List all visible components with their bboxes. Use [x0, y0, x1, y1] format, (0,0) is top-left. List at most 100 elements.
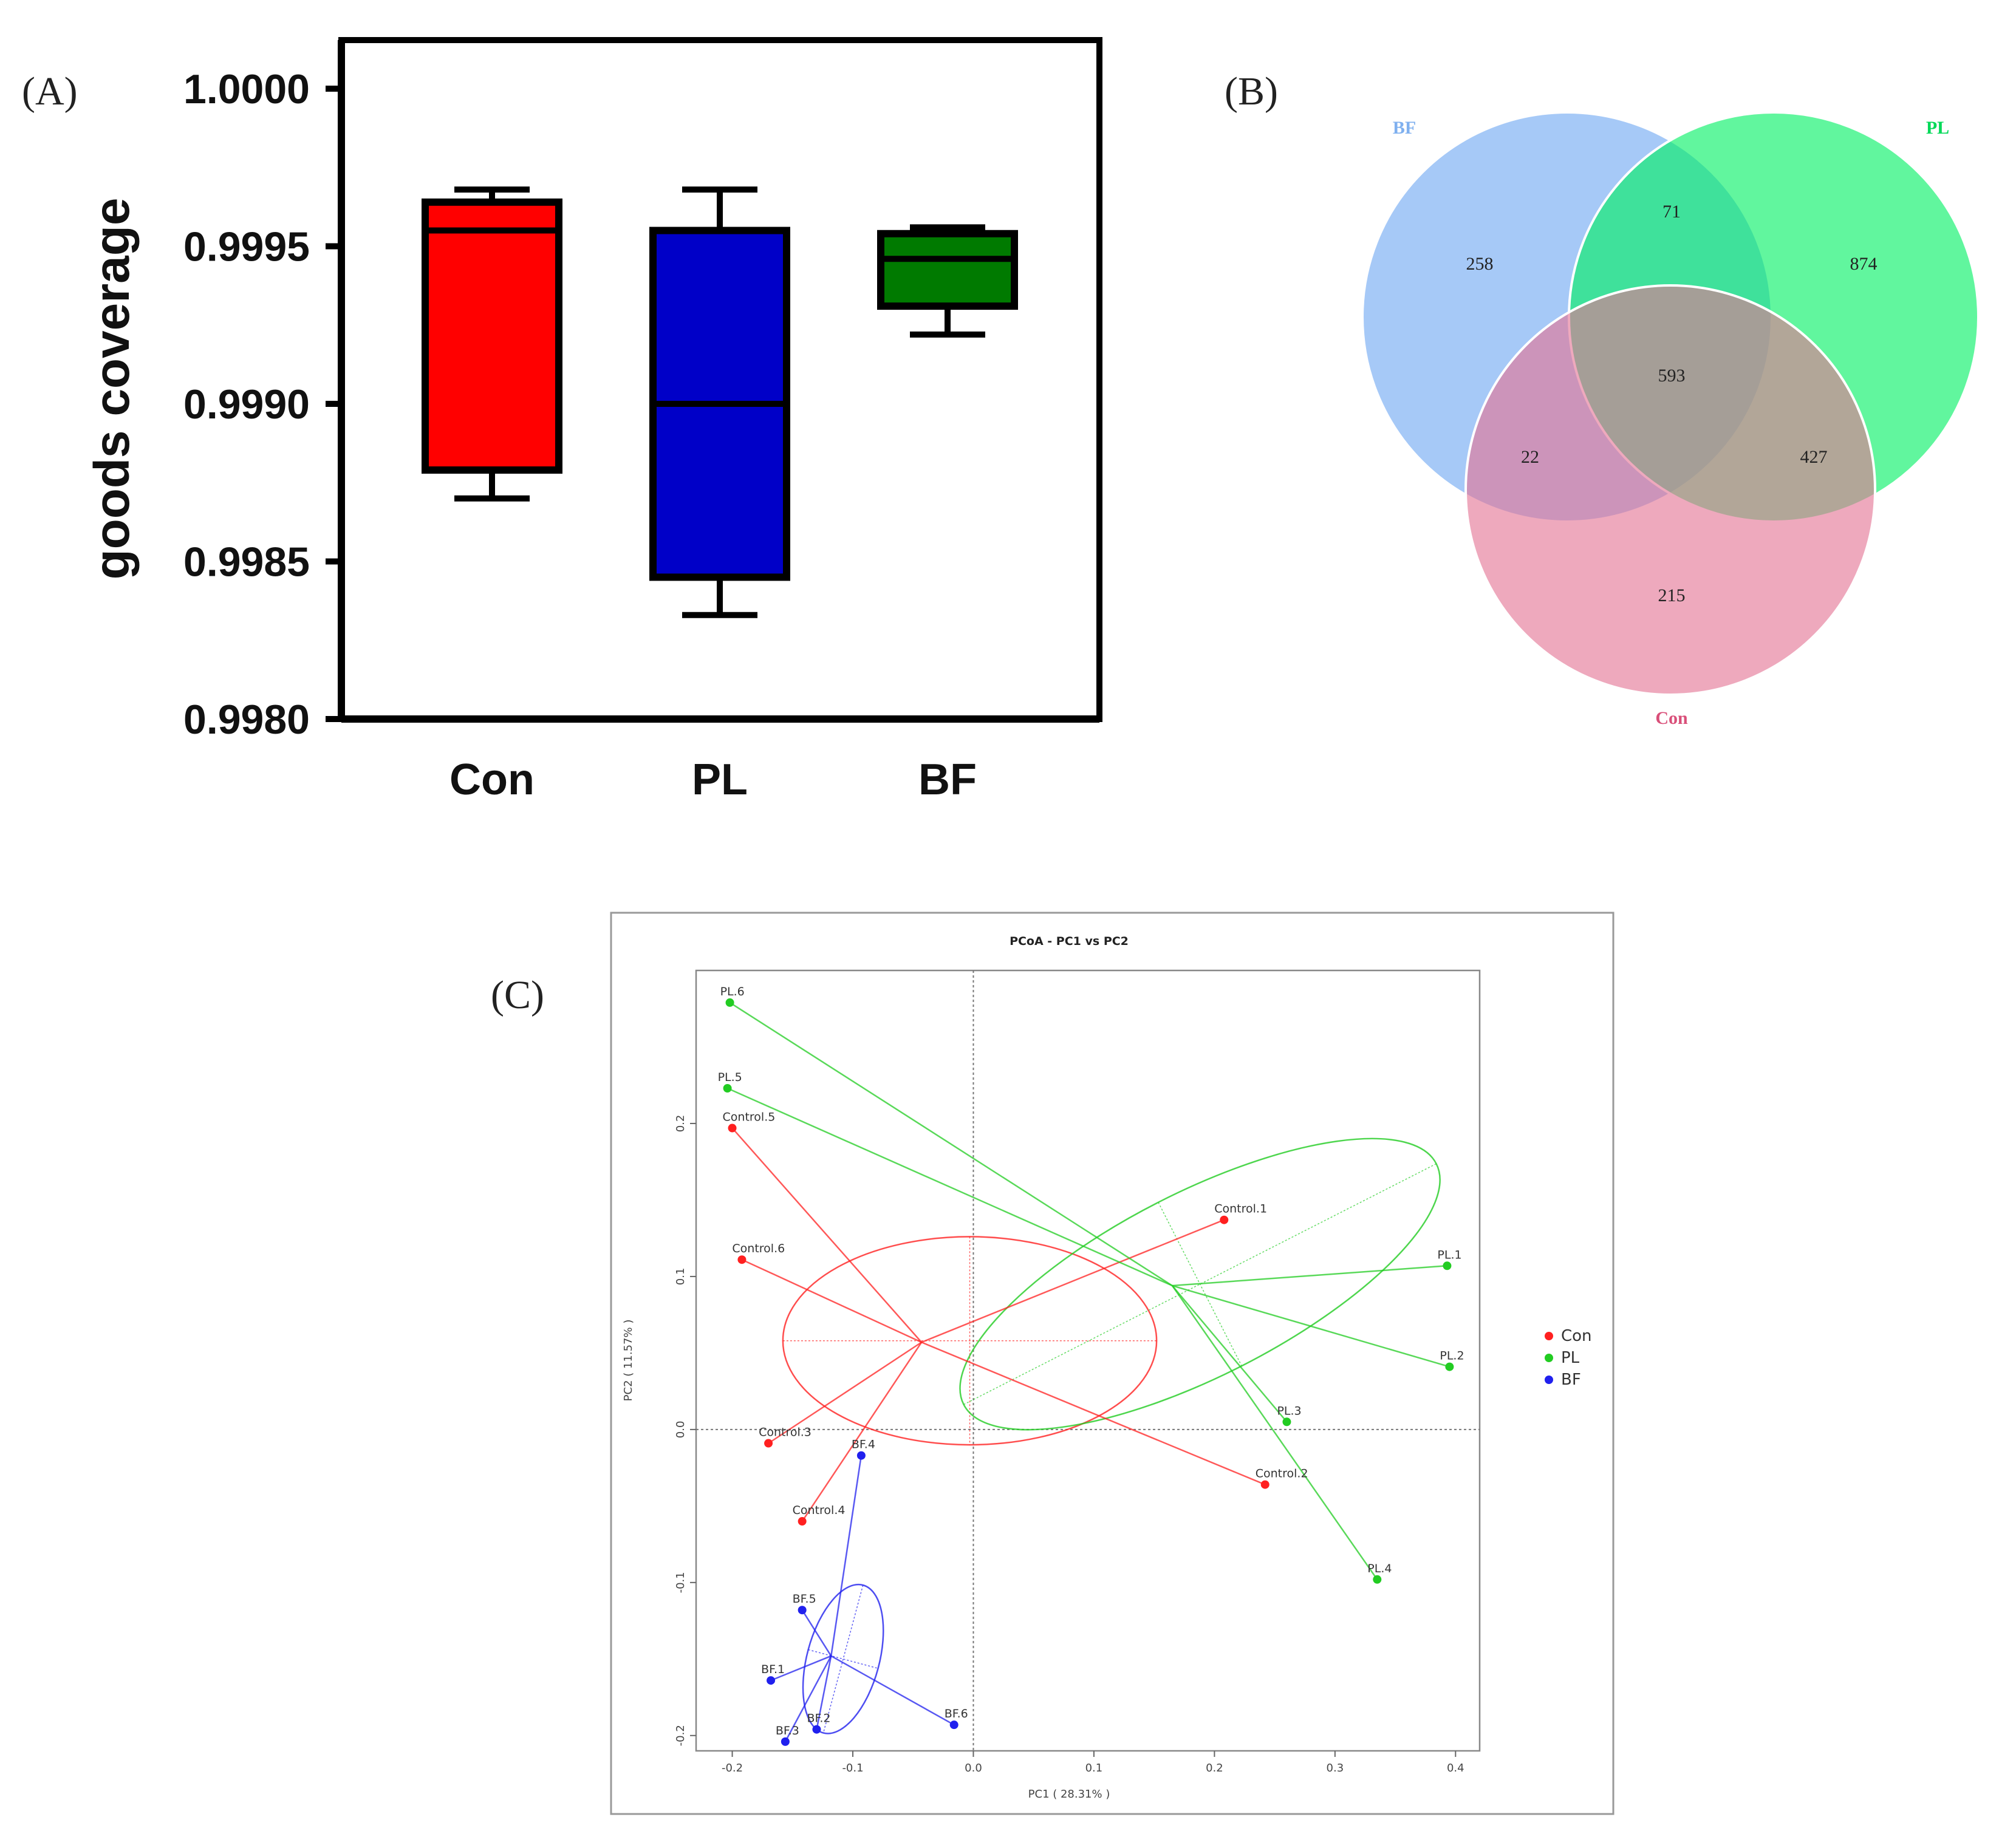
pcoa-point-label: BF.6	[945, 1707, 968, 1720]
pcoa-point	[1220, 1215, 1229, 1224]
pcoa-point	[949, 1720, 958, 1730]
boxplot-category-label: BF	[918, 755, 977, 804]
venn-count-con-only: 215	[1658, 585, 1686, 605]
boxplot-category-label: Con	[449, 755, 535, 804]
pcoa-point	[1445, 1362, 1454, 1371]
pcoa-x-tick-label: 0.2	[1206, 1762, 1223, 1775]
box-bf	[877, 224, 1018, 338]
pcoa-spoke-con	[731, 1127, 923, 1343]
panel-label-c: (C)	[491, 973, 544, 1017]
pcoa-point-label: BF.1	[761, 1663, 785, 1676]
pcoa-point-label: PL.6	[720, 985, 745, 998]
pcoa-point	[781, 1737, 790, 1746]
boxplot-chart: 0.9980 0.9985 0.9990 0.9995 1.0000 Con PL BF g…	[84, 37, 1102, 804]
venn-label-con: Con	[1655, 708, 1688, 728]
boxplot-y-tick-label: 0.9995	[183, 224, 310, 270]
venn-label-bf: BF	[1393, 118, 1416, 138]
pcoa-spoke-bf	[830, 1655, 955, 1726]
pcoa-point-label: Control.6	[732, 1242, 785, 1255]
pcoa-point-label: Control.1	[1214, 1202, 1267, 1216]
pcoa-y-tick-label: -0.1	[674, 1572, 687, 1593]
venn-count-pl-con: 427	[1800, 447, 1828, 467]
pcoa-point	[1443, 1261, 1452, 1270]
box-iqr	[877, 230, 1018, 310]
pcoa-point	[1260, 1480, 1269, 1489]
pcoa-ellipse-axis-bf	[808, 1649, 878, 1669]
pcoa-ellipse-axis-pl	[963, 1163, 1437, 1405]
pcoa-legend-label: Con	[1561, 1327, 1592, 1345]
venn-label-pl: PL	[1926, 118, 1949, 138]
pcoa-point	[764, 1439, 773, 1448]
venn-circle-con	[1464, 284, 1876, 696]
pcoa-x-label: PC1 ( 28.31% )	[1028, 1788, 1110, 1801]
pcoa-point	[798, 1606, 807, 1615]
pcoa-point-label: PL.2	[1440, 1349, 1464, 1363]
pcoa-point	[767, 1676, 776, 1685]
pcoa-spoke-con	[801, 1342, 923, 1522]
pcoa-x-tick-label: 0.0	[965, 1762, 982, 1775]
pcoa-point-label: BF.4	[852, 1438, 875, 1451]
venn-count-bf-con: 22	[1521, 447, 1539, 467]
pcoa-spoke-pl	[1171, 1285, 1288, 1423]
pcoa-x-tick-label: 0.3	[1327, 1762, 1344, 1775]
box-con	[422, 186, 562, 502]
pcoa-outer-frame	[610, 912, 1615, 1815]
pcoa-point	[798, 1517, 807, 1526]
boxplot-y-label: goods coverage	[84, 198, 140, 580]
pcoa-point	[856, 1451, 866, 1460]
pcoa-point-label: PL.4	[1367, 1562, 1392, 1575]
pcoa-legend-marker	[1545, 1376, 1553, 1384]
pcoa-spoke-pl	[1172, 1265, 1447, 1287]
pcoa-point	[728, 1123, 737, 1133]
pcoa-spoke-bf	[770, 1655, 832, 1682]
pcoa-legend-marker	[1545, 1354, 1553, 1362]
pcoa-legend-label: BF	[1561, 1371, 1581, 1389]
pcoa-point	[1373, 1575, 1382, 1584]
pcoa-legend-label: PL	[1561, 1349, 1580, 1367]
boxplot-y-tick-label: 0.9985	[183, 539, 310, 585]
pcoa-point	[812, 1725, 821, 1734]
pcoa-point	[1282, 1417, 1291, 1427]
pcoa-y-tick-label: 0.2	[674, 1115, 687, 1133]
pcoa-title: PCoA - PC1 vs PC2	[1010, 935, 1129, 948]
venn-count-bf-only: 258	[1466, 254, 1494, 274]
pcoa-spoke-con	[921, 1219, 1225, 1343]
pcoa-spoke-con	[741, 1259, 922, 1343]
pcoa-spoke-bf	[801, 1609, 832, 1657]
pcoa-spoke-con	[921, 1342, 1266, 1485]
pcoa-spoke-bf	[830, 1455, 863, 1656]
pcoa-point-label: PL.1	[1437, 1248, 1461, 1261]
boxplot-y-tick-label: 1.0000	[183, 66, 310, 112]
pcoa-spoke-bf	[816, 1655, 832, 1730]
pcoa-legend: Con PL BF	[1545, 1327, 1592, 1389]
venn-diagram: 258 874 215 71 22 427 593 BF PL Con	[1361, 111, 1980, 728]
pcoa-x-tick-label: 0.4	[1447, 1762, 1464, 1775]
pcoa-spoke-pl	[727, 1087, 1173, 1287]
venn-count-pl-only: 874	[1850, 254, 1878, 274]
panel-label-a: (A)	[22, 69, 78, 114]
box-pl	[649, 186, 790, 618]
pcoa-point-label: BF.3	[776, 1724, 799, 1737]
pcoa-spoke-pl	[729, 1001, 1173, 1287]
venn-count-bf-pl: 71	[1662, 202, 1681, 222]
pcoa-point	[725, 998, 734, 1007]
pcoa-spoke-pl	[1171, 1285, 1378, 1580]
panel-label-b: (B)	[1225, 69, 1278, 114]
pcoa-point-label: Control.2	[1256, 1467, 1308, 1481]
pcoa-spoke-con	[768, 1342, 922, 1444]
pcoa-point-label: Control.5	[723, 1111, 776, 1124]
pcoa-point-label: BF.5	[793, 1592, 816, 1606]
boxplot-category-label: PL	[692, 755, 748, 804]
boxplot-y-tick-label: 0.9980	[183, 697, 310, 743]
pcoa-legend-marker	[1545, 1332, 1553, 1340]
venn-count-all: 593	[1658, 366, 1686, 386]
pcoa-point-label: Control.3	[759, 1426, 812, 1439]
pcoa-point	[723, 1084, 732, 1093]
pcoa-x-tick-label: -0.2	[722, 1762, 743, 1775]
pcoa-point-label: PL.5	[718, 1071, 742, 1084]
pcoa-y-tick-label: -0.2	[674, 1725, 687, 1746]
pcoa-point-label: PL.3	[1277, 1404, 1301, 1417]
pcoa-x-tick-label: -0.1	[842, 1762, 863, 1775]
box-iqr	[422, 198, 562, 474]
